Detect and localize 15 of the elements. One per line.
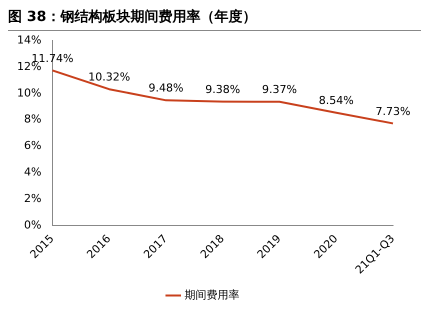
y-tick-label: 6% [24,139,42,152]
data-label: 7.73% [376,104,410,118]
y-tick-label: 10% [16,86,42,100]
y-tick-label: 2% [24,192,42,205]
legend-label: 期间费用率 [184,288,240,302]
data-label: 9.37% [262,83,297,96]
y-tick-label: 14% [16,33,42,46]
y-tick-label: 4% [24,166,42,179]
y-tick-label: 8% [24,112,42,126]
data-label: 9.48% [148,82,184,95]
data-label: 10.32% [88,70,130,84]
chart-title: 图 38：钢结构板块期间费用率（年度） [8,8,421,31]
data-label: 9.38% [205,82,240,96]
y-tick-label: 0% [24,218,42,232]
data-label: 8.54% [318,94,354,108]
